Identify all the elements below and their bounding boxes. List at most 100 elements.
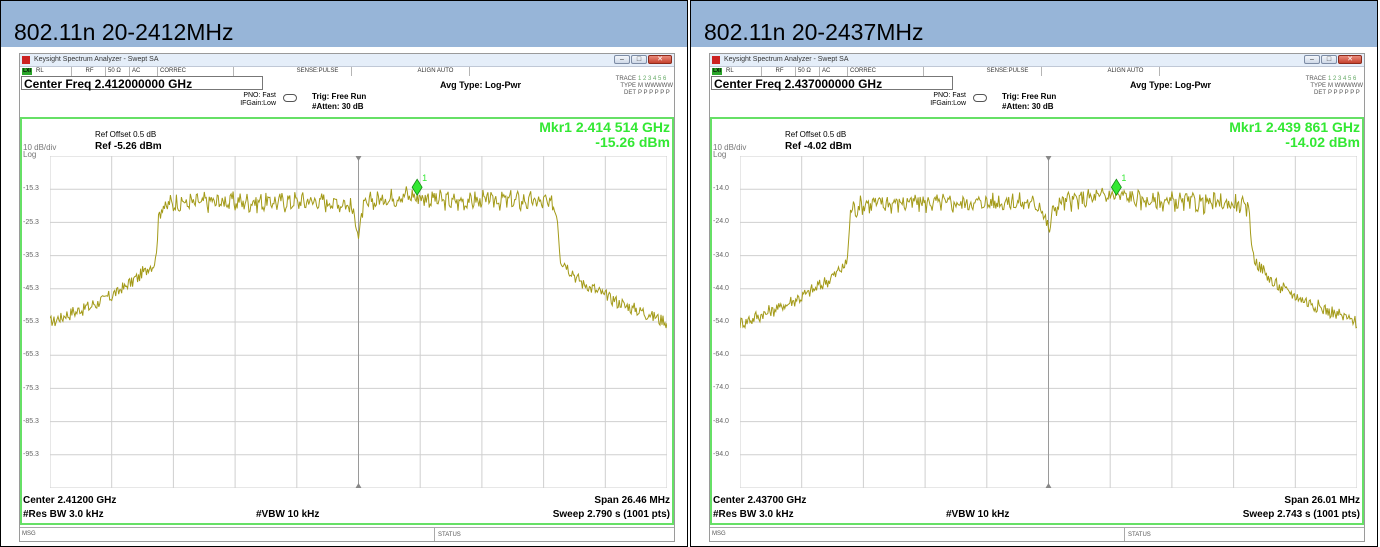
close-button[interactable]: ✕: [1338, 55, 1362, 64]
y-tick-label: -25.3: [23, 218, 39, 226]
type-value: M WWWWW: [638, 83, 673, 89]
y-tick-label: -44.0: [713, 284, 729, 292]
log-label: Log: [23, 150, 37, 159]
atten-label: #Atten: 30 dB: [312, 102, 364, 111]
y-tick-label: -64.0: [713, 351, 729, 359]
det-label: DET: [1314, 90, 1326, 96]
ifgain-label: IFGain:Low: [240, 100, 276, 107]
vbw-label: #VBW 10 kHz: [946, 509, 1010, 520]
sense-label: SENSE:PULSE: [972, 67, 1042, 76]
avg-type-label: Avg Type: Log-Pwr: [440, 80, 521, 90]
center-freq-display[interactable]: Center Freq 2.412000000 GHz: [21, 76, 263, 91]
res-bw-label: #Res BW 3.0 kHz: [713, 509, 794, 520]
app-icon: [22, 56, 30, 64]
marker-1-label: 1: [422, 173, 427, 183]
center-freq-text: Center Freq 2.412000000 GHz: [24, 77, 193, 91]
align-label: ALIGN AUTO: [400, 67, 470, 76]
rf-label: RF: [762, 67, 796, 76]
return-icon: [973, 94, 987, 102]
coupling-label: AC: [820, 67, 848, 76]
window-title-bar: Keysight Spectrum Analyzer - Swept SA – …: [710, 54, 1364, 67]
rf-label: RF: [72, 67, 106, 76]
center-top-triangle: [1045, 156, 1052, 161]
status-bar: LXI RL RF 50 Ω AC CORREC SENSE:PULSE ALI…: [710, 67, 1364, 76]
message-bar: MSG STATUS: [710, 527, 1364, 541]
y-tick-label: -54.0: [713, 317, 729, 325]
panel-title: 802.11n 20-2412MHz: [14, 19, 234, 45]
correc-label: CORREC: [848, 67, 924, 76]
spectrum-plot: 1: [740, 156, 1357, 488]
marker-1-diamond: [1110, 178, 1122, 196]
y-tick-label: -74.0: [713, 384, 729, 392]
det-label: DET: [624, 90, 636, 96]
trace-numbers: 1 2 3 4 5 6: [638, 76, 667, 82]
coupling-label: AC: [130, 67, 158, 76]
plot-frame: [20, 117, 674, 525]
pno-label: PNO: Fast: [243, 92, 276, 99]
rl-label: RL: [724, 67, 762, 76]
correc-label: CORREC: [158, 67, 234, 76]
y-tick-label: -35.3: [23, 251, 39, 259]
lxi-icon: LXI: [712, 68, 722, 75]
log-label: Log: [713, 150, 727, 159]
panel-2412mhz: 802.11n 20-2412MHz Keysight Spectrum Ana…: [0, 0, 688, 547]
center-frequency: Center 2.41200 GHz: [23, 495, 117, 506]
type-label: TYPE: [1310, 83, 1326, 89]
msg-label: MSG: [712, 531, 726, 537]
marker-1-label: 1: [1121, 173, 1126, 183]
trace-indicator: TRACE 1 2 3 4 5 6 TYPE M WWWWW DET P P P P …: [614, 76, 673, 97]
type-value: M WWWWW: [1328, 83, 1363, 89]
marker-amplitude: -14.02 dBm: [1285, 134, 1360, 150]
status-label: STATUS: [1124, 528, 1178, 541]
minimize-button[interactable]: –: [614, 55, 630, 64]
msg-label: MSG: [22, 531, 36, 537]
center-frequency: Center 2.43700 GHz: [713, 495, 807, 506]
status-label: STATUS: [434, 528, 488, 541]
maximize-button[interactable]: □: [1321, 55, 1337, 64]
sweep-label: Sweep 2.743 s (1001 pts): [1242, 509, 1360, 520]
marker-1-diamond: [411, 178, 423, 196]
vbw-label: #VBW 10 kHz: [256, 509, 320, 520]
ifgain-label: IFGain:Low: [930, 100, 966, 107]
y-tick-label: -75.3: [23, 384, 39, 392]
sweep-label: Sweep 2.790 s (1001 pts): [552, 509, 670, 520]
status-bar: LXI RL RF 50 Ω AC CORREC SENSE:PULSE ALI…: [20, 67, 674, 76]
y-tick-label: -34.0: [713, 251, 729, 259]
marker-amplitude: -15.26 dBm: [595, 134, 670, 150]
spectrum-trace: [740, 187, 1357, 330]
trig-label: Trig: Free Run: [312, 92, 367, 101]
span-label: Span 26.46 MHz: [594, 495, 670, 506]
det-value: P P P P P P: [638, 90, 670, 96]
minimize-button[interactable]: –: [1304, 55, 1320, 64]
trace-label: TRACE: [615, 76, 636, 82]
window-title-bar: Keysight Spectrum Analyzer - Swept SA – …: [20, 54, 674, 67]
y-tick-label: -24.0: [713, 218, 729, 226]
pno-label: PNO: Fast: [933, 92, 966, 99]
scale-label: 10 dB/div: [713, 143, 747, 152]
trace-indicator: TRACE 1 2 3 4 5 6 TYPE M WWWWW DET P P P P …: [1304, 76, 1363, 97]
rl-label: RL: [34, 67, 72, 76]
y-tick-label: -85.3: [23, 417, 39, 425]
maximize-button[interactable]: □: [631, 55, 647, 64]
ref-level-label: Ref -4.02 dBm: [785, 141, 852, 152]
trace-label: TRACE: [1305, 76, 1326, 82]
close-button[interactable]: ✕: [648, 55, 672, 64]
ref-offset-label: Ref Offset 0.5 dB: [95, 130, 157, 139]
spectrum-analyzer-window: Keysight Spectrum Analyzer - Swept SA – …: [19, 53, 675, 542]
align-label: ALIGN AUTO: [1090, 67, 1160, 76]
y-tick-label: -94.0: [713, 450, 729, 458]
y-tick-label: -14.0: [713, 185, 729, 193]
window-title: Keysight Spectrum Analyzer - Swept SA: [724, 56, 849, 63]
spectrum-plot: 1: [50, 156, 667, 488]
avg-type-label: Avg Type: Log-Pwr: [1130, 80, 1211, 90]
app-icon: [712, 56, 720, 64]
ref-level-label: Ref -5.26 dBm: [95, 141, 162, 152]
y-tick-label: -55.3: [23, 318, 39, 326]
center-freq-display[interactable]: Center Freq 2.437000000 GHz: [711, 76, 953, 91]
sense-label: SENSE:PULSE: [282, 67, 352, 76]
panel-header: 802.11n 20-2437MHz: [691, 1, 1377, 47]
center-top-triangle: [355, 156, 362, 161]
panel-title: 802.11n 20-2437MHz: [704, 19, 924, 45]
plot-frame: [710, 117, 1364, 525]
